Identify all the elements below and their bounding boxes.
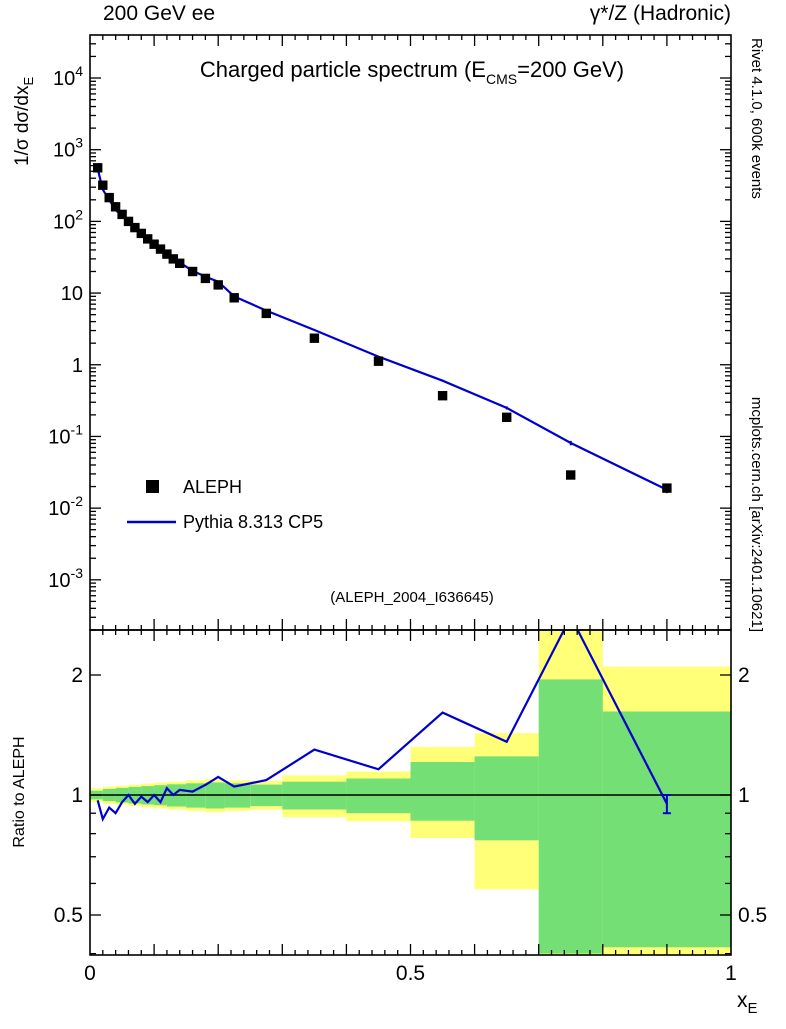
data-point-marker bbox=[98, 180, 108, 190]
data-point-marker bbox=[437, 391, 448, 401]
data-point-marker bbox=[123, 216, 134, 227]
x-axis-title: xE bbox=[737, 989, 758, 1017]
y-tick-label: 10 bbox=[61, 283, 83, 305]
main-y-axis-title-pre: 1/σ dσ/dx bbox=[12, 85, 33, 166]
ratio-tick-label-right: 1 bbox=[738, 784, 750, 807]
mc-curve-path bbox=[96, 168, 668, 491]
ratio-mc-curve bbox=[96, 630, 671, 822]
y-tick-label: 102 bbox=[53, 206, 83, 233]
axis-ticks bbox=[90, 35, 731, 955]
y-tick-label: 104 bbox=[53, 63, 83, 90]
legend-label-aleph: ALEPH bbox=[183, 477, 242, 497]
ratio-tick-label-right: 2 bbox=[738, 664, 750, 687]
chart-title-pre: Charged particle spectrum (E bbox=[200, 57, 486, 82]
main-y-axis-title: 1/σ dσ/dxE bbox=[12, 77, 36, 167]
header-right: γ*/Z (Hadronic) bbox=[590, 2, 731, 25]
data-point-marker bbox=[373, 356, 384, 366]
data-point-marker bbox=[149, 239, 159, 249]
band-inner bbox=[346, 778, 411, 814]
legend-label-pythia: Pythia 8.313 CP5 bbox=[183, 512, 323, 532]
x-axis-title-pre: x bbox=[737, 989, 748, 1012]
ratio-tick-label-left: 0.5 bbox=[54, 904, 83, 927]
band-inner bbox=[410, 762, 475, 821]
rivet-version-note: Rivet 4.1.0, 600k events bbox=[748, 38, 765, 199]
y-tick-label: 10-1 bbox=[48, 421, 83, 448]
data-point-marker bbox=[117, 209, 127, 220]
x-tick-label: 0 bbox=[84, 962, 96, 985]
x-axis-title-sub: E bbox=[748, 1000, 758, 1017]
data-point-marker bbox=[104, 192, 114, 203]
ratio-curve-path bbox=[96, 630, 668, 822]
uncertainty-bands bbox=[90, 630, 731, 955]
data-point-marker bbox=[93, 163, 103, 173]
mcplots-arxiv-note: mcplots.cern.ch [arXiv:2401.10621] bbox=[748, 397, 765, 632]
aleph-data-points bbox=[93, 163, 672, 494]
band-inner bbox=[538, 679, 603, 954]
ratio-tick-label-left: 2 bbox=[71, 664, 83, 687]
header-left: 200 GeV ee bbox=[103, 2, 215, 25]
chart-title: Charged particle spectrum (ECMS=200 GeV) bbox=[200, 57, 624, 87]
data-point-marker bbox=[261, 308, 271, 319]
watermark-analysis-id: (ALEPH_2004_I636645) bbox=[330, 589, 493, 606]
chart-title-post: =200 GeV) bbox=[517, 57, 624, 82]
x-tick-label: 1 bbox=[725, 962, 737, 985]
data-point-marker bbox=[136, 228, 146, 239]
y-tick-label: 10-2 bbox=[48, 493, 83, 520]
legend-marker-square bbox=[146, 480, 159, 493]
data-point-marker bbox=[229, 293, 239, 303]
band-inner bbox=[474, 756, 539, 841]
main-panel-frame bbox=[89, 34, 732, 631]
data-point-marker bbox=[155, 244, 166, 254]
data-point-marker bbox=[168, 254, 178, 264]
data-point-marker bbox=[175, 258, 185, 268]
y-tick-label: 1 bbox=[72, 355, 83, 377]
data-point-marker bbox=[130, 222, 140, 233]
chart-title-sub: CMS bbox=[486, 71, 517, 87]
data-point-marker bbox=[309, 333, 320, 343]
y-tick-label: 10-3 bbox=[48, 565, 83, 592]
data-point-marker bbox=[143, 234, 153, 244]
data-point-marker bbox=[110, 202, 121, 212]
y-tick-label: 103 bbox=[53, 135, 83, 162]
data-point-marker bbox=[662, 483, 672, 493]
ratio-tick-label-right: 0.5 bbox=[738, 904, 767, 927]
data-point-marker bbox=[213, 280, 223, 290]
ratio-tick-label-left: 1 bbox=[71, 784, 83, 807]
main-y-axis-title-sub: E bbox=[21, 77, 36, 86]
data-point-marker bbox=[162, 249, 172, 259]
data-point-marker bbox=[187, 266, 198, 277]
data-point-marker bbox=[566, 470, 576, 480]
data-point-marker bbox=[502, 412, 512, 422]
data-point-marker bbox=[200, 273, 211, 284]
ratio-y-axis-title: Ratio to ALEPH bbox=[11, 736, 28, 847]
x-tick-label: 0.5 bbox=[396, 962, 425, 985]
band-inner bbox=[602, 711, 731, 948]
mc-spectrum-curve bbox=[96, 168, 668, 492]
